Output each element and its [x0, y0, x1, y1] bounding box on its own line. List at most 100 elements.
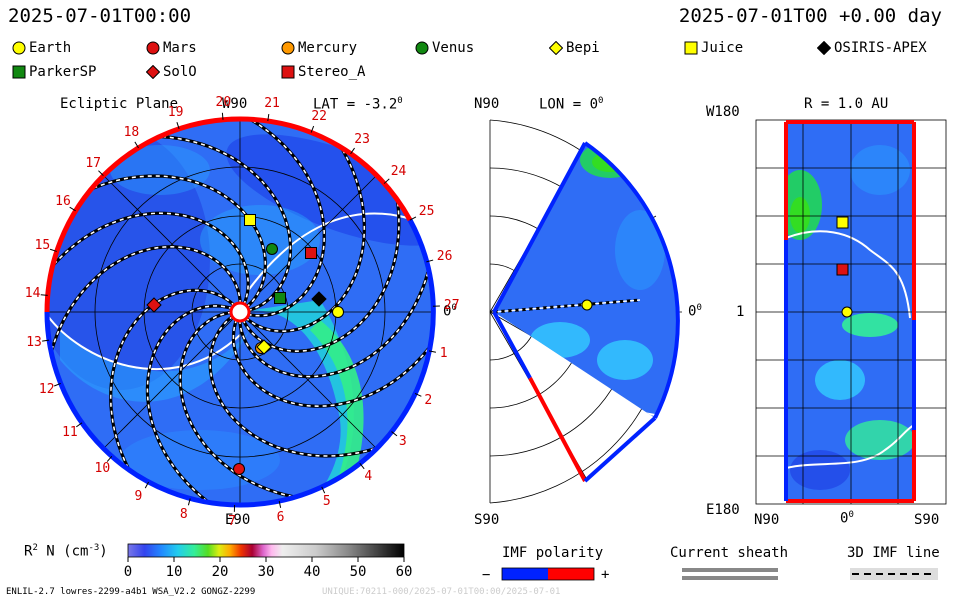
radial-x-left: N90 [754, 512, 780, 528]
marker-solo [146, 297, 162, 313]
carrington-tick [414, 392, 422, 397]
carrington-tick-label: 3 [398, 434, 407, 450]
imf-field-line-dash [209, 315, 392, 457]
imf-field-line-dash [109, 289, 236, 484]
ecliptic-title: Ecliptic Plane [60, 96, 179, 112]
legend-item: Mercury [281, 40, 357, 56]
carrington-tick [383, 178, 390, 184]
legend-item: Venus [415, 40, 474, 56]
carrington-tick [106, 455, 113, 462]
carrington-tick-label: 4 [364, 468, 373, 484]
imf-line-title: 3D IMF line [847, 545, 940, 561]
marker-mars [233, 463, 245, 475]
marker-stereo-a [305, 247, 317, 259]
imf-field-line-dash [238, 255, 433, 378]
colorbar-tick-label: 10 [165, 564, 183, 580]
legend-item: Bepi [549, 40, 600, 56]
footer-left: ENLIL-2.7 lowres-2299-a4b1 WSA_V2.2 GONG… [6, 587, 256, 597]
carrington-tick-label: 27 [443, 297, 460, 313]
carrington-tick-label: 25 [418, 204, 435, 220]
carrington-tick [350, 147, 355, 155]
current-sheath-swatch [682, 568, 778, 580]
carrington-tick-label: 15 [34, 238, 51, 254]
header-right-time: 2025-07-01T00 +0.00 day [678, 5, 942, 27]
carrington-tick-label: 21 [264, 96, 280, 112]
radial-x-right: S90 [914, 512, 940, 528]
radial-x-mid: 00 [840, 510, 854, 527]
colorbar-tick-label: 0 [123, 564, 133, 580]
current-sheath-title: Current sheath [670, 545, 789, 561]
carrington-tick [134, 141, 139, 149]
legend-label: Earth [29, 40, 72, 56]
carrington-tick-label: 16 [55, 193, 71, 209]
carrington-tick-label: 24 [390, 164, 407, 180]
carrington-tick-label: 13 [26, 334, 42, 350]
meridional-right-label: 00 [688, 303, 702, 320]
carrington-tick-label: 1 [439, 346, 448, 362]
radial-top-label: W180 [706, 104, 740, 120]
marker-venus [266, 243, 278, 255]
carrington-tick [144, 481, 149, 489]
colorbar-tick-label: 50 [349, 564, 367, 580]
marker-parkersp [274, 292, 286, 304]
carrington-tick [54, 382, 61, 387]
carrington-tick [426, 259, 434, 263]
carrington-tick [75, 422, 83, 428]
legend-item: Earth [12, 40, 71, 56]
carrington-tick-label: 19 [167, 104, 184, 120]
carrington-tick-label: 12 [38, 381, 55, 397]
carrington-tick-label: 7 [228, 513, 236, 529]
imf-field-line-dash [236, 119, 325, 317]
carrington-tick [40, 294, 48, 296]
carrington-tick [69, 206, 76, 212]
legend-label: Bepi [566, 40, 600, 56]
carrington-tick [267, 114, 270, 122]
legend-label: Venus [432, 40, 475, 56]
legend-label: Juice [701, 40, 744, 56]
marker-earth [332, 306, 344, 318]
legend-item: SolO [146, 64, 197, 80]
carrington-tick [42, 339, 50, 342]
legend-label: Stereo_A [298, 64, 366, 80]
meridional-bottom-label: S90 [474, 512, 500, 528]
meridional-lon-label: LON = 00 [539, 96, 604, 113]
carrington-tick [176, 122, 180, 130]
radial-mid-label: 1 [736, 304, 745, 320]
radial-title: R = 1.0 AU [804, 96, 889, 112]
carrington-tick [187, 498, 191, 506]
imf-minus: − [482, 567, 491, 583]
carrington-tick [310, 125, 315, 133]
carrington-tick-label: 18 [123, 125, 140, 141]
carrington-tick-label: 23 [354, 131, 370, 147]
legend-label: SolO [163, 64, 197, 80]
colorbar-tick-label: 30 [257, 564, 275, 580]
colorbar-label: R2 N (cm-3) [24, 543, 108, 560]
carrington-tick [321, 486, 326, 494]
footer-right: UNIQUE:70211-000/2025-07-01T00:00/2025-0… [322, 587, 561, 597]
imf-field-line-dash [232, 319, 433, 408]
colorbar-tick-label: 20 [211, 564, 229, 580]
carrington-tick-label: 5 [322, 494, 331, 510]
carrington-tick [359, 462, 365, 470]
carrington-tick [409, 216, 417, 221]
colorbar [127, 543, 405, 562]
carrington-tick-label: 2 [424, 392, 433, 408]
imf-field-line-dash [77, 175, 267, 308]
carrington-tick [428, 350, 437, 353]
carrington-tick-label: 22 [311, 108, 327, 124]
carrington-tick-label: 10 [94, 461, 111, 476]
ecliptic-right-label: 00 [443, 303, 457, 320]
marker-juice [244, 214, 256, 226]
carrington-tick [221, 112, 224, 120]
carrington-tick-label: 6 [276, 509, 285, 525]
ecliptic-lat-label: LAT = -3.20 [313, 96, 403, 113]
legend-item: Juice [684, 40, 743, 56]
carrington-tick-label: 17 [85, 155, 102, 171]
imf-field-line-dash [146, 305, 233, 505]
carrington-tick-label: 14 [24, 285, 41, 301]
radial-panel [755, 119, 947, 505]
imf-field-line-dash [179, 311, 310, 501]
marker-bepi [256, 339, 272, 355]
